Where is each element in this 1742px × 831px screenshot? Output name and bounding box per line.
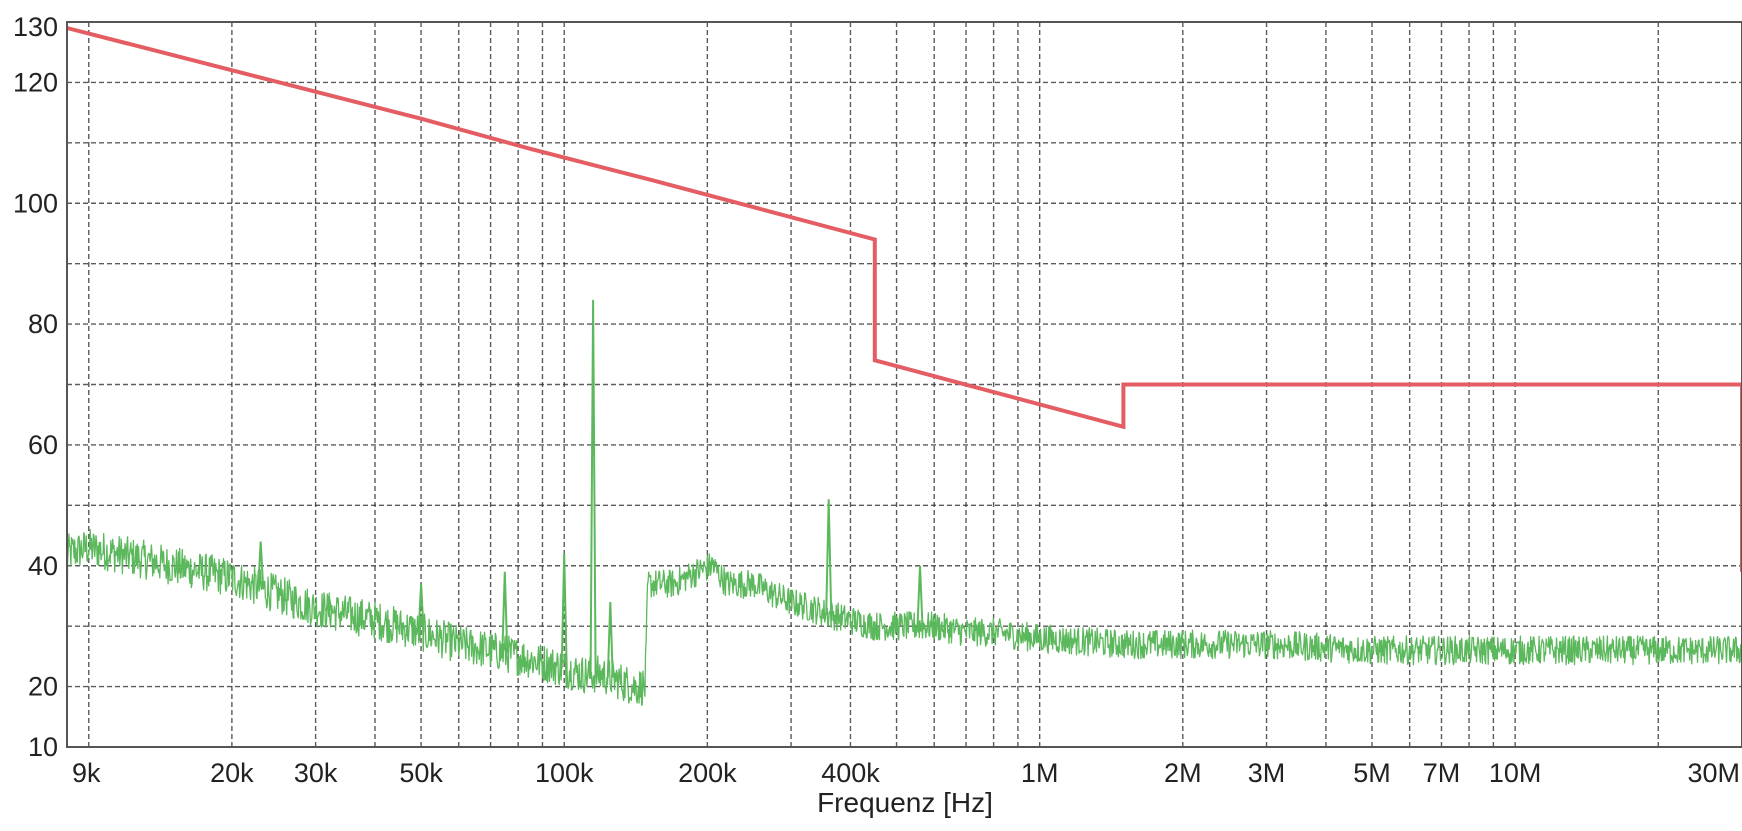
x-tick-label: 10M bbox=[1489, 758, 1542, 788]
x-tick-label: 1M bbox=[1021, 758, 1059, 788]
x-tick-label: 50k bbox=[399, 758, 443, 788]
x-tick-label: 2M bbox=[1164, 758, 1202, 788]
y-tick-label: 80 bbox=[28, 309, 58, 339]
measurement-peak bbox=[606, 601, 614, 678]
y-tick-label: 100 bbox=[13, 188, 58, 218]
y-tick-label: 130 bbox=[13, 12, 58, 42]
measurement-peak bbox=[257, 541, 265, 589]
x-tick-label: 200k bbox=[678, 758, 737, 788]
x-tick-label: 100k bbox=[535, 758, 594, 788]
measurement-peak bbox=[325, 595, 333, 611]
x-axis-title: Frequenz [Hz] bbox=[817, 787, 993, 818]
x-tick-label: 400k bbox=[821, 758, 880, 788]
x-tick-label: 7M bbox=[1423, 758, 1461, 788]
measurement-peak bbox=[589, 299, 597, 675]
y-tick-label: 20 bbox=[28, 672, 58, 702]
x-tick-label: 30M bbox=[1687, 758, 1740, 788]
measurement-peak bbox=[708, 557, 716, 567]
x-tick-label: 20k bbox=[210, 758, 254, 788]
x-tick-label: 30k bbox=[294, 758, 338, 788]
measurement-peak bbox=[417, 583, 425, 633]
plot-area bbox=[66, 26, 1742, 706]
limit-series-line bbox=[66, 26, 1742, 572]
y-tick-label: 60 bbox=[28, 430, 58, 460]
measurement-peak bbox=[560, 553, 568, 669]
x-tick-label: 5M bbox=[1353, 758, 1391, 788]
x-tick-label: 3M bbox=[1248, 758, 1286, 788]
measurement-peak bbox=[916, 565, 924, 627]
y-axis-tick-labels: 10 20 40 60 80 100 120 130 bbox=[13, 12, 58, 762]
plot-frame bbox=[66, 21, 1742, 748]
measurement-series-line bbox=[66, 528, 1742, 706]
measurement-peak bbox=[825, 499, 833, 615]
x-axis-tick-labels: 9k 20k 30k 50k 100k 200k 400k 1M 2M 3M 5M 7M 10M 30M bbox=[72, 758, 1740, 788]
y-tick-label: 40 bbox=[28, 551, 58, 581]
y-tick-label: 120 bbox=[13, 67, 58, 97]
x-tick-label: 9k bbox=[72, 758, 101, 788]
y-tick-label: 10 bbox=[28, 732, 58, 762]
measurement-peak bbox=[501, 571, 509, 654]
